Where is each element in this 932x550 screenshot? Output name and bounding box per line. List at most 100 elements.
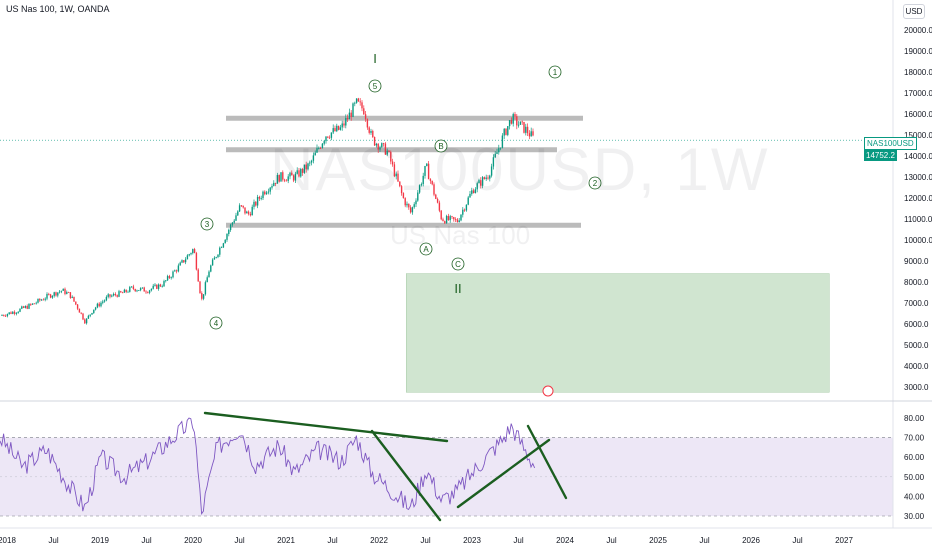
wave-degree-label: II [454,281,461,296]
candle-body [51,295,54,298]
candle-body [165,280,167,282]
candle-body [328,137,331,139]
candle-body [512,114,514,124]
candle-body [192,249,194,254]
candle-body [12,311,14,314]
price-tag-symbol: NAS100USD [864,137,917,150]
candle-body [310,160,313,163]
candle-body [316,148,318,153]
candle-body [485,177,487,179]
candle-body [418,185,421,193]
time-tick-label: Jul [327,536,337,545]
candle-body [247,211,250,214]
candle-body [445,215,448,224]
candle-body [138,290,140,292]
candle-body [251,206,253,216]
candle-body [58,291,61,293]
candle-body [287,176,289,181]
candle-body [49,294,52,298]
name-watermark: US Nas 100 [390,220,531,250]
chart-title[interactable]: US Nas 100, 1W, OANDA [6,4,110,14]
candle-body [46,293,48,299]
candle-body [39,298,41,301]
candle-body [125,289,127,292]
candle-body [206,277,208,283]
wave-degree-label: I [373,51,377,66]
candle-body [312,155,315,161]
candle-body [129,287,131,292]
candle-body [505,128,507,135]
currency-button[interactable]: USD [903,4,925,19]
candle-body [66,292,68,294]
candle-body [319,148,322,149]
candle-body [352,103,354,117]
candle-body [294,173,297,181]
trendline [456,438,551,509]
candle-body [523,121,525,133]
lightning-icon [542,385,554,397]
candle-body [291,172,293,176]
candle-body [148,290,151,293]
wave-label: 4 [214,319,219,328]
candle-body [438,202,441,211]
target-zone [406,273,830,393]
candle-body [332,128,334,133]
candle-body [262,191,264,199]
candle-body [98,303,100,307]
candle-body [73,296,75,302]
candle-body [237,211,239,216]
candle-body [307,163,309,170]
candle-body [249,213,252,216]
candle-body [354,102,356,104]
candle-body [339,127,342,130]
candle-body [309,162,311,164]
candle-body [390,151,392,162]
time-tick-label: Jul [699,536,709,545]
candle-body [48,293,50,295]
candle-body [150,288,153,291]
candle-body [508,120,511,127]
candle-body [78,308,81,313]
candle-body [372,130,374,137]
candle-body [463,209,466,211]
candle-body [244,207,246,214]
candle-body [229,224,232,230]
candle-body [118,291,120,297]
candle-body [255,201,257,206]
price-tick-label: 18000.0 [904,68,932,77]
wave-label: 2 [593,179,598,188]
candle-body [30,303,32,305]
candle-body [359,101,361,103]
candle-body [102,301,104,303]
rsi-trendlines [203,411,568,522]
candle-body [64,288,66,294]
time-tick-label: 2018 [0,536,16,545]
candle-body [75,301,77,305]
candle-body [217,254,219,258]
candle-body [345,117,347,126]
candle-body [492,157,495,167]
wave-label: 1 [553,68,558,77]
candle-body [156,284,158,289]
candle-body [451,216,453,218]
candle-body [141,287,144,289]
candle-body [220,247,223,249]
candle-body [278,175,280,182]
wave-label: B [438,142,443,151]
wave-circle [588,176,602,190]
candle-body [467,197,469,205]
candle-body [465,204,468,211]
candle-body [120,291,122,293]
wave-circle [548,65,562,79]
candle-body [458,220,460,222]
rsi-line [0,417,536,515]
price-tick-label: 14000.0 [904,152,932,161]
candle-body [499,147,502,149]
candle-body [303,164,306,173]
candle-body [233,220,235,223]
time-tick-label: Jul [48,536,58,545]
candle-body [111,295,113,297]
candle-body [8,312,10,315]
